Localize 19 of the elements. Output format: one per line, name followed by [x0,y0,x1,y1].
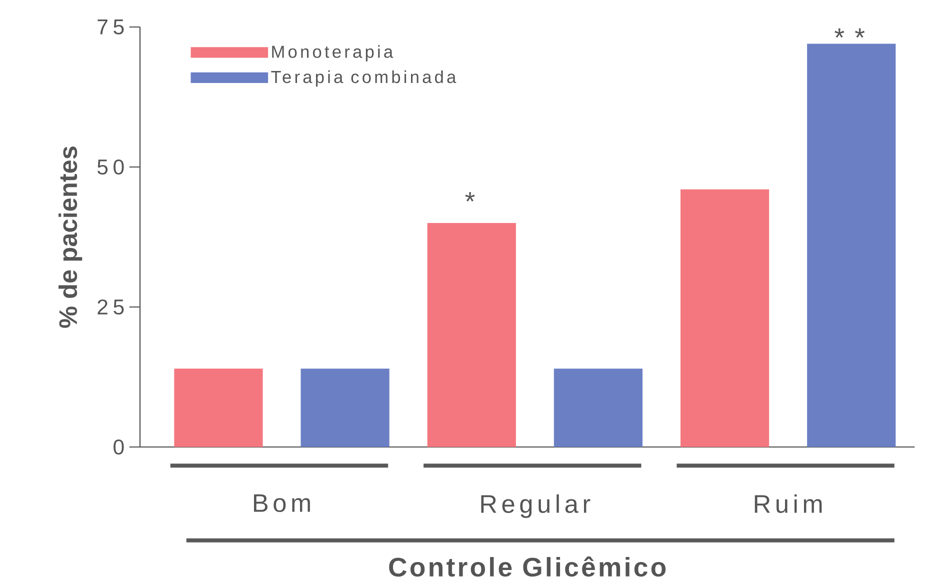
y-tick-label: 5 0 [97,159,124,175]
legend-label: Terapia combinada [271,70,456,87]
y-tick-label: 2 5 [98,299,124,315]
annotation: * [465,192,475,202]
annotation: * * [834,28,865,38]
bar [680,189,770,447]
x-axis-title: Controle Glicêmico [389,556,666,577]
legend-label: Monoterapia [272,45,394,62]
bar [427,222,516,447]
x-tick-label: Ruim [754,494,822,513]
bar [300,368,390,447]
bar [554,368,643,447]
x-tick-label: Bom [254,494,310,512]
y-tick-label: 0 [114,439,124,455]
bar [807,44,896,447]
y-tick-label: 7 5 [98,20,124,34]
bar [174,368,263,447]
x-tick-label: Regular [481,494,590,518]
y-axis-title: % de pacientes [58,146,82,328]
